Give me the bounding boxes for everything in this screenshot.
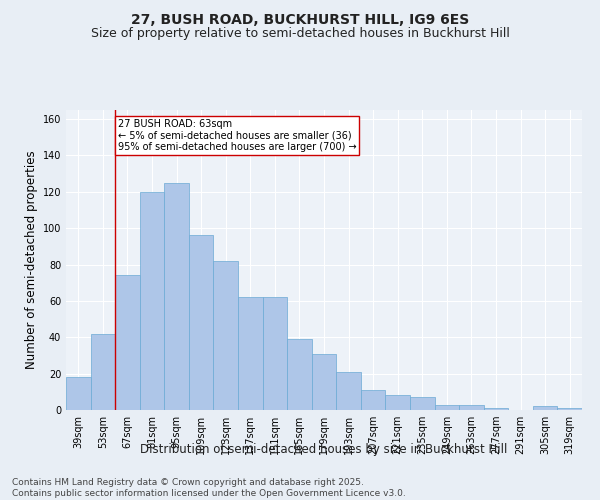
Bar	[336, 372, 361, 410]
Bar	[459, 404, 484, 410]
Bar	[115, 276, 140, 410]
Text: 27, BUSH ROAD, BUCKHURST HILL, IG9 6ES: 27, BUSH ROAD, BUCKHURST HILL, IG9 6ES	[131, 12, 469, 26]
Bar	[140, 192, 164, 410]
Bar	[287, 339, 312, 410]
Bar	[238, 298, 263, 410]
Bar	[91, 334, 115, 410]
Y-axis label: Number of semi-detached properties: Number of semi-detached properties	[25, 150, 38, 370]
Bar	[533, 406, 557, 410]
Bar	[410, 398, 434, 410]
Bar	[66, 378, 91, 410]
Bar	[434, 404, 459, 410]
Text: 27 BUSH ROAD: 63sqm
← 5% of semi-detached houses are smaller (36)
95% of semi-de: 27 BUSH ROAD: 63sqm ← 5% of semi-detache…	[118, 119, 356, 152]
Text: Contains HM Land Registry data © Crown copyright and database right 2025.
Contai: Contains HM Land Registry data © Crown c…	[12, 478, 406, 498]
Bar	[164, 182, 189, 410]
Bar	[557, 408, 582, 410]
Bar	[214, 261, 238, 410]
Bar	[385, 396, 410, 410]
Bar	[189, 236, 214, 410]
Bar	[484, 408, 508, 410]
Text: Size of property relative to semi-detached houses in Buckhurst Hill: Size of property relative to semi-detach…	[91, 28, 509, 40]
Text: Distribution of semi-detached houses by size in Buckhurst Hill: Distribution of semi-detached houses by …	[140, 442, 508, 456]
Bar	[312, 354, 336, 410]
Bar	[263, 298, 287, 410]
Bar	[361, 390, 385, 410]
